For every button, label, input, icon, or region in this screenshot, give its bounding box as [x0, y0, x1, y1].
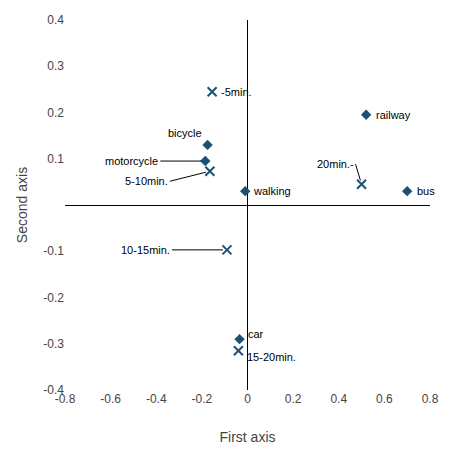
svg-text:motorcycle: motorcycle: [105, 155, 158, 167]
svg-text:-0.3: -0.3: [43, 337, 64, 351]
svg-text:-0.4: -0.4: [43, 383, 64, 397]
svg-text:20min.-: 20min.-: [317, 158, 354, 170]
svg-text:-0.1: -0.1: [43, 244, 64, 258]
svg-text:0.2: 0.2: [47, 106, 64, 120]
svg-text:10-15min.: 10-15min.: [121, 244, 170, 256]
svg-text:railway: railway: [376, 109, 411, 121]
svg-text:0.3: 0.3: [47, 59, 64, 73]
svg-text:-0.6: -0.6: [100, 392, 121, 406]
svg-text:bus: bus: [417, 185, 435, 197]
svg-text:15-20min.: 15-20min.: [247, 351, 296, 363]
svg-text:bicycle: bicycle: [168, 127, 202, 139]
svg-text:-0.4: -0.4: [146, 392, 167, 406]
svg-text:car: car: [248, 328, 264, 340]
svg-text:0: 0: [244, 392, 251, 406]
svg-text:0.2: 0.2: [285, 392, 302, 406]
svg-text:0.8: 0.8: [422, 392, 439, 406]
svg-text:5-10min.: 5-10min.: [125, 175, 168, 187]
svg-text:-0.2: -0.2: [43, 291, 64, 305]
svg-text:walking: walking: [253, 185, 291, 197]
svg-text:-5min.: -5min.: [221, 86, 252, 98]
svg-text:First axis: First axis: [220, 429, 276, 445]
svg-text:0.4: 0.4: [47, 13, 64, 27]
svg-text:0.4: 0.4: [330, 392, 347, 406]
svg-text:-0.8: -0.8: [55, 392, 76, 406]
svg-text:0.1: 0.1: [47, 152, 64, 166]
svg-text:Second axis: Second axis: [14, 167, 30, 243]
svg-text:0.6: 0.6: [376, 392, 393, 406]
svg-text:-0.2: -0.2: [192, 392, 213, 406]
